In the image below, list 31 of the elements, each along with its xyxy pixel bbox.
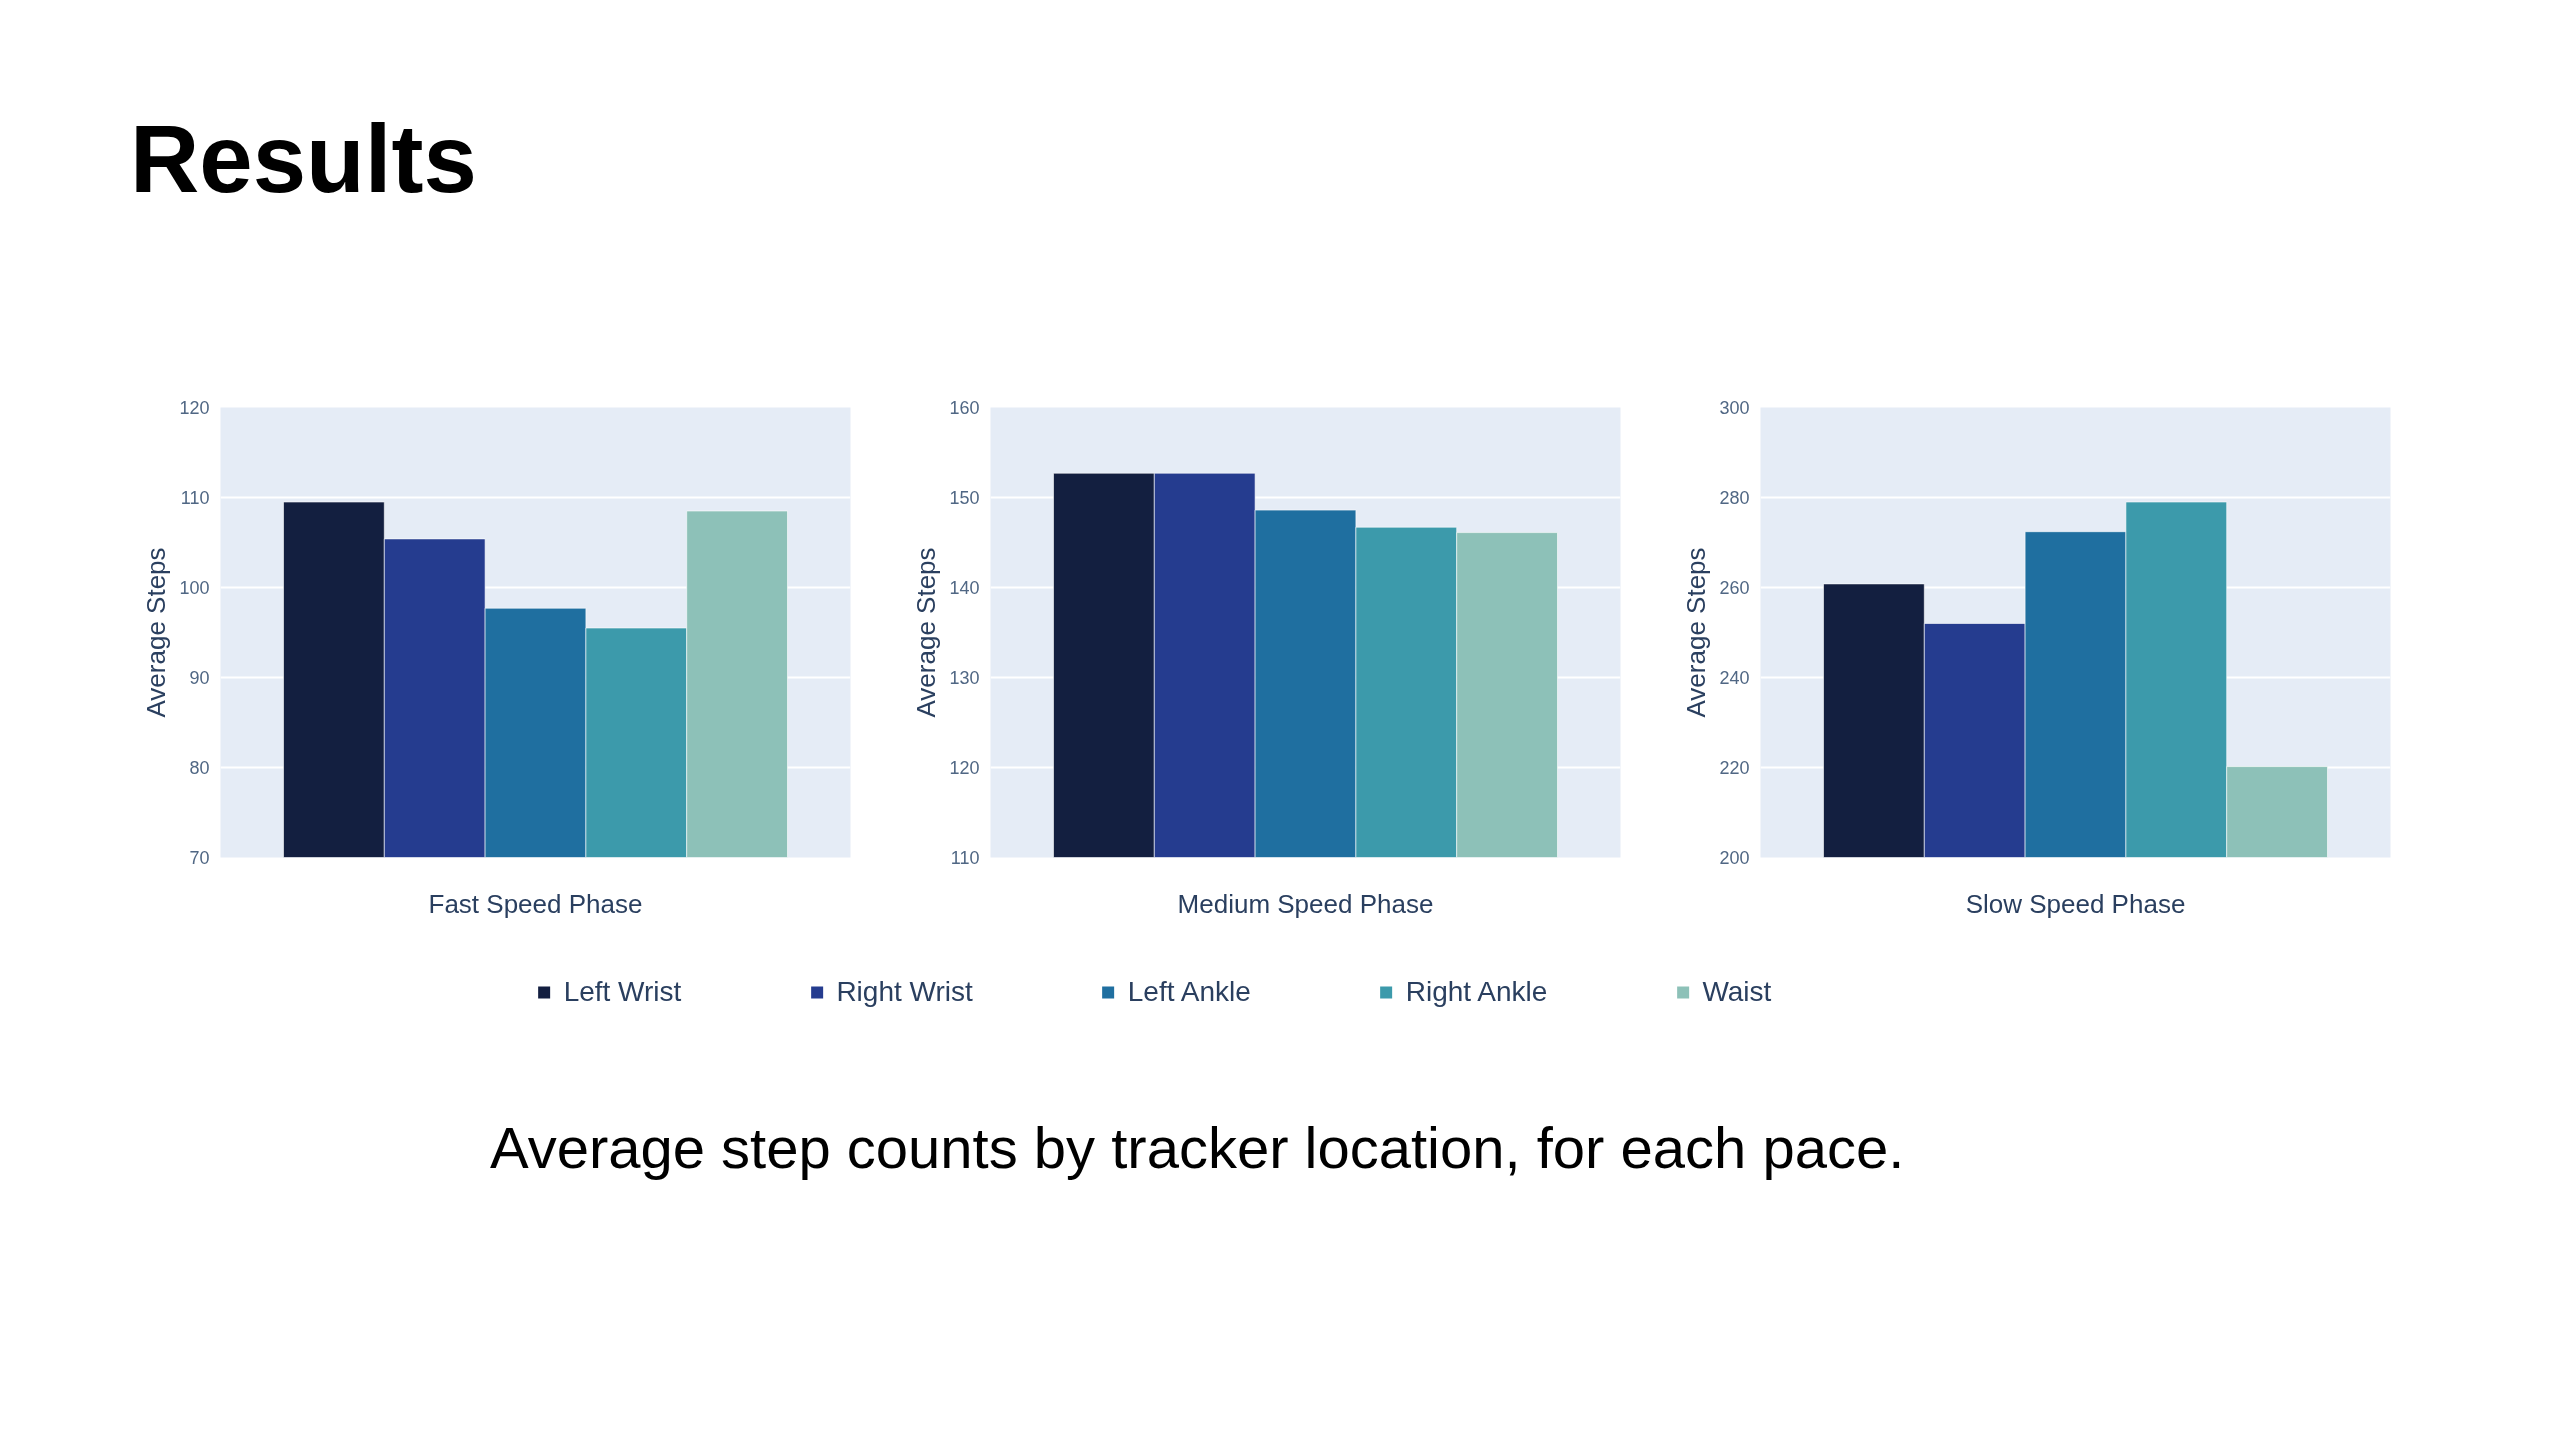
legend-label: Right Wrist (836, 976, 973, 1009)
y-tick-label: 160 (949, 398, 980, 419)
chart-title: Results (130, 104, 477, 214)
y-axis-title: Average Steps (1681, 547, 1712, 718)
y-tick-label: 110 (180, 488, 210, 509)
legend-label: Right Ankle (1405, 976, 1548, 1009)
y-tick-label: 260 (1719, 578, 1750, 599)
legend-label: Left Ankle (1127, 976, 1251, 1009)
legend-label: Left Wrist (563, 976, 682, 1009)
x-tick-label: Fast Speed Phase (428, 888, 643, 919)
y-tick-label: 200 (1719, 848, 1750, 869)
y-axis-title: Average Steps (141, 547, 172, 718)
y-tick-label: 150 (949, 488, 980, 509)
y-tick-label: 120 (179, 398, 210, 419)
y-axis-title: Average Steps (911, 547, 942, 718)
x-tick-label: Medium Speed Phase (1177, 888, 1434, 919)
text: Average step counts by tracker location, for each pace. (490, 1114, 1905, 1183)
y-tick-label: 70 (189, 848, 210, 869)
y-tick-label: 100 (179, 578, 210, 599)
y-tick-label: 110 (950, 848, 980, 869)
y-tick-label: 220 (1719, 758, 1750, 779)
y-tick-label: 280 (1719, 488, 1750, 509)
y-tick-label: 120 (949, 758, 980, 779)
legend-label: Waist (1702, 976, 1772, 1009)
y-tick-label: 300 (1719, 398, 1750, 419)
y-tick-label: 130 (949, 668, 980, 689)
y-tick-label: 140 (949, 578, 980, 599)
y-tick-label: 80 (189, 758, 210, 779)
x-tick-label: Slow Speed Phase (1965, 888, 2186, 919)
y-tick-label: 90 (189, 668, 210, 689)
y-tick-label: 240 (1719, 668, 1750, 689)
